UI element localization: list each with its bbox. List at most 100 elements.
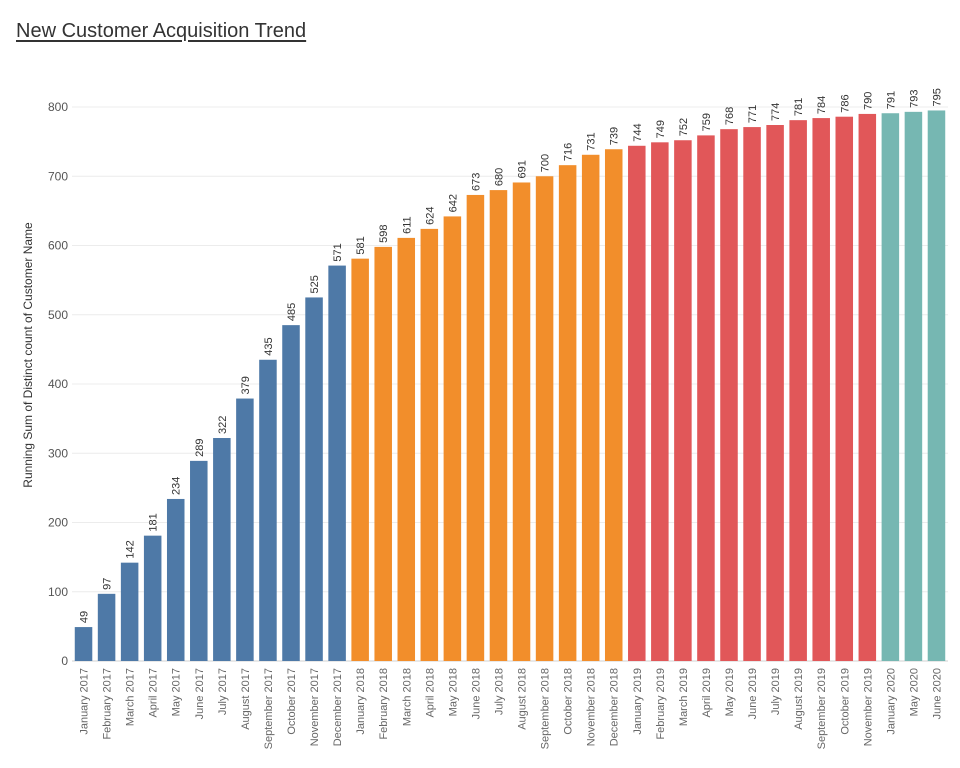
bar[interactable] [812, 118, 830, 661]
x-tick-label: December 2018 [609, 668, 621, 746]
bar[interactable] [420, 228, 439, 661]
x-tick-label: April 2018 [424, 668, 436, 718]
data-label: 784 [816, 96, 828, 114]
bar[interactable] [512, 182, 531, 662]
bar[interactable] [443, 216, 462, 662]
data-label: 795 [931, 88, 943, 106]
x-tick-label: January 2017 [79, 668, 91, 735]
x-tick-label: April 2019 [701, 668, 713, 718]
bar[interactable] [558, 165, 577, 662]
data-label: 322 [217, 416, 229, 434]
data-label: 611 [401, 216, 413, 234]
x-tick-label: October 2019 [839, 668, 851, 735]
bar[interactable] [743, 127, 761, 661]
data-labels: 49 97 142 181 234 289 322 379 435 485 525 571 581 598… [79, 88, 944, 623]
x-tick-label: December 2017 [332, 668, 344, 746]
x-tick-label: June 2018 [470, 668, 482, 719]
bar[interactable] [697, 135, 715, 661]
bar[interactable] [535, 176, 554, 661]
data-label: 485 [286, 303, 298, 321]
bar[interactable] [651, 142, 669, 661]
x-tick-label: January 2018 [355, 668, 367, 735]
data-label: 680 [493, 168, 505, 186]
y-axis-ticks: 0 100 200 300 400 500 600 700 800 [48, 100, 68, 668]
bar[interactable] [881, 113, 900, 662]
x-tick-label: April 2017 [148, 668, 160, 718]
x-tick-label: November 2018 [586, 668, 598, 746]
x-axis-ticks: January 2017 February 2017 March 2017 April… [79, 668, 944, 749]
bar[interactable] [604, 149, 623, 661]
bar[interactable] [190, 460, 208, 661]
data-label: 598 [378, 225, 390, 243]
data-label: 379 [240, 376, 252, 394]
data-label: 142 [125, 540, 137, 558]
x-tick-label: May 2018 [447, 668, 459, 716]
x-tick-label: November 2017 [309, 668, 321, 746]
data-label: 731 [586, 132, 598, 150]
bar[interactable] [397, 237, 416, 661]
bar[interactable] [628, 145, 646, 661]
data-label: 759 [701, 113, 713, 131]
x-tick-label: July 2018 [493, 668, 505, 715]
data-label: 774 [770, 103, 782, 121]
bar[interactable] [674, 140, 692, 662]
bar[interactable] [143, 535, 162, 661]
x-tick-label: September 2019 [816, 668, 828, 749]
bar[interactable] [374, 246, 392, 661]
data-label: 691 [517, 160, 529, 178]
data-label: 752 [678, 118, 690, 136]
bar[interactable] [282, 325, 300, 661]
bar[interactable] [74, 627, 93, 661]
x-tick-label: May 2020 [908, 668, 920, 716]
data-label: 525 [309, 275, 321, 293]
x-tick-label: September 2018 [540, 668, 552, 749]
bar[interactable] [305, 297, 323, 661]
bar[interactable] [835, 116, 854, 661]
bar[interactable] [581, 154, 600, 661]
bar[interactable] [766, 125, 784, 661]
bar[interactable] [236, 398, 254, 661]
y-tick-label: 800 [48, 100, 68, 114]
x-tick-label: June 2017 [194, 668, 206, 719]
chart-title: New Customer Acquisition Trend [16, 20, 307, 42]
y-tick-label: 200 [48, 516, 68, 530]
x-tick-label: September 2017 [263, 668, 275, 749]
y-tick-label: 400 [48, 377, 68, 391]
y-axis-label: Running Sum of Distinct count of Custome… [21, 222, 35, 488]
bar[interactable] [466, 194, 485, 661]
x-tick-label: February 2019 [655, 668, 667, 740]
data-label: 642 [447, 194, 459, 212]
data-label: 744 [632, 123, 644, 141]
bar[interactable] [720, 129, 738, 661]
bar[interactable] [927, 110, 946, 661]
x-tick-label: June 2019 [747, 668, 759, 719]
data-label: 181 [148, 513, 160, 531]
bar[interactable] [213, 438, 231, 661]
bar[interactable] [489, 190, 508, 661]
x-tick-label: July 2017 [217, 668, 229, 715]
bar[interactable] [328, 265, 346, 661]
data-label: 97 [102, 578, 114, 590]
bar[interactable] [120, 562, 139, 661]
bar[interactable] [858, 113, 877, 662]
data-label: 781 [793, 98, 805, 116]
x-tick-label: May 2017 [171, 668, 183, 716]
x-tick-label: February 2018 [378, 668, 390, 740]
bar[interactable] [97, 593, 116, 661]
data-label: 700 [540, 154, 552, 172]
bar[interactable] [166, 498, 185, 661]
y-tick-label: 300 [48, 446, 68, 460]
bar[interactable] [259, 359, 277, 661]
bar[interactable] [789, 120, 807, 662]
data-label: 790 [862, 92, 874, 110]
data-label: 739 [609, 127, 621, 145]
bar[interactable] [351, 258, 369, 661]
data-label: 749 [655, 120, 667, 138]
x-tick-label: March 2017 [125, 668, 137, 726]
x-tick-label: March 2019 [678, 668, 690, 726]
data-label: 49 [79, 611, 91, 623]
data-label: 234 [171, 477, 183, 495]
y-tick-label: 700 [48, 169, 68, 183]
bar[interactable] [904, 111, 923, 661]
